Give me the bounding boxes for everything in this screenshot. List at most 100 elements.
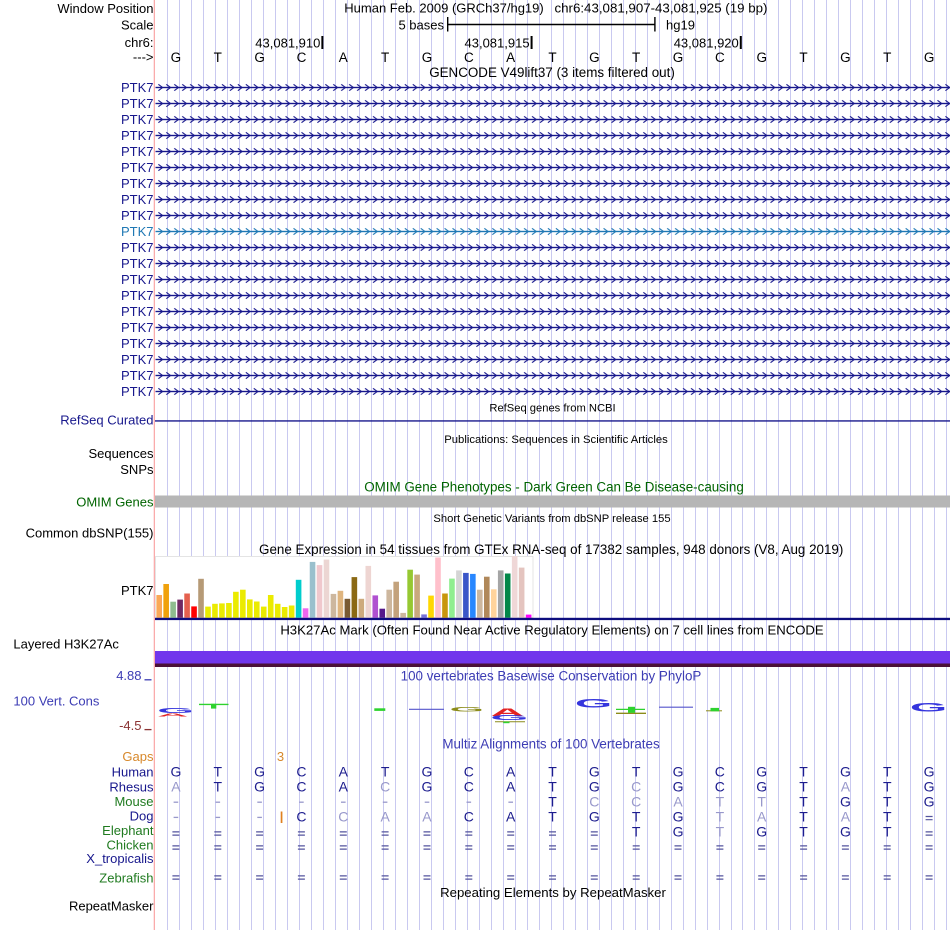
svg-text:Window Position: Window Position [57,1,153,16]
svg-text:A: A [422,808,432,824]
svg-text:5 bases: 5 bases [398,18,444,33]
svg-text:100 vertebrates Basewise Conse: 100 vertebrates Basewise Conservation by… [401,669,702,684]
svg-text:A: A [506,50,515,65]
svg-text:C: C [631,778,641,794]
svg-text:T: T [716,808,725,824]
svg-text:G: G [756,823,767,839]
svg-text:G: G [157,706,194,714]
svg-text:H3K27Ac Mark (Often Found Near: H3K27Ac Mark (Often Found Near Active Re… [280,623,824,638]
svg-text:Gene Expression in 54 tissues: Gene Expression in 54 tissues from GTEx … [259,542,843,557]
svg-text:T: T [799,778,808,794]
svg-text:T: T [883,793,892,809]
svg-text:T: T [799,50,807,65]
svg-text:T: T [757,793,766,809]
svg-text:PTK7: PTK7 [121,112,154,127]
svg-text:PTK7: PTK7 [121,208,154,223]
svg-text:T: T [632,823,641,839]
svg-text:PTK7: PTK7 [121,583,154,598]
svg-text:RepeatMasker: RepeatMasker [69,899,154,914]
svg-text:A: A [757,808,767,824]
svg-text:G: G [171,50,182,65]
svg-text:PTK7: PTK7 [121,352,154,367]
svg-text:G: G [422,778,433,794]
svg-text:G: G [756,778,767,794]
svg-text:X_tropicalis: X_tropicalis [86,851,154,866]
svg-text:C: C [296,778,306,794]
svg-text:T: T [632,763,641,779]
svg-text:Short Genetic Variants from db: Short Genetic Variants from dbSNP releas… [433,513,670,525]
svg-text:PTK7: PTK7 [121,96,154,111]
svg-text:Mouse: Mouse [114,794,153,809]
svg-text:PTK7: PTK7 [121,240,154,255]
svg-text:G: G [575,697,612,710]
svg-text:G: G [254,763,265,779]
svg-text:GENCODE V49lift37 (3 items fil: GENCODE V49lift37 (3 items filtered out) [429,65,675,80]
svg-text:T: T [799,793,808,809]
svg-text:43,081,910: 43,081,910 [255,36,320,51]
svg-text:PTK7: PTK7 [121,160,154,175]
svg-text:T: T [548,793,557,809]
svg-text:T: T [381,50,389,65]
svg-text:hg19: hg19 [666,17,695,32]
svg-text:PTK7: PTK7 [121,192,154,207]
svg-text:Dog: Dog [130,809,154,824]
svg-text:PTK7: PTK7 [121,336,154,351]
svg-text:Common dbSNP(155): Common dbSNP(155) [26,526,154,541]
svg-text:A: A [491,707,524,719]
svg-text:A: A [506,778,516,794]
svg-text:G: G [910,701,947,714]
svg-text:G: G [422,50,433,65]
svg-text:G: G [673,763,684,779]
svg-text:PTK7: PTK7 [121,368,154,383]
svg-text:RefSeq Curated: RefSeq Curated [60,413,153,428]
svg-text:A: A [506,763,516,779]
svg-text:Elephant: Elephant [102,823,154,838]
svg-text:A: A [171,778,181,794]
svg-text:T: T [214,50,222,65]
svg-text:PTK7: PTK7 [121,288,154,303]
svg-text:A: A [380,808,390,824]
svg-text:T: T [548,778,557,794]
svg-text:43,081,920: 43,081,920 [674,36,739,51]
svg-text:Gaps: Gaps [122,749,154,764]
svg-text:A: A [841,808,851,824]
svg-text:T: T [799,808,808,824]
svg-text:C: C [380,778,390,794]
svg-text:G: G [589,808,600,824]
svg-text:G: G [673,50,684,65]
svg-text:C: C [464,763,474,779]
svg-text:T: T [381,763,390,779]
svg-text:-4.5: -4.5 [119,718,141,733]
svg-text:G: G [589,50,600,65]
svg-text:Multiz Alignments of 100 Verte: Multiz Alignments of 100 Vertebrates [442,737,660,752]
svg-text:T: T [548,763,557,779]
svg-text:C: C [715,50,725,65]
svg-text:G: G [924,50,935,65]
svg-text:A: A [339,50,348,65]
svg-text:chr6:43,081,907-43,081,925 (19: chr6:43,081,907-43,081,925 (19 bp) [555,1,768,16]
svg-text:C: C [464,808,474,824]
svg-text:C: C [464,778,474,794]
svg-text:PTK7: PTK7 [121,384,154,399]
svg-text:A: A [841,778,851,794]
svg-text:Scale: Scale [121,17,154,32]
svg-text:43,081,915: 43,081,915 [465,36,530,51]
svg-text:Sequences: Sequences [88,446,154,461]
svg-text:PTK7: PTK7 [121,224,154,239]
svg-text:G: G [924,763,935,779]
svg-text:Chicken: Chicken [107,837,154,852]
svg-text:OMIM Gene Phenotypes - Dark Gr: OMIM Gene Phenotypes - Dark Green Can Be… [364,480,744,495]
svg-text:C: C [296,808,306,824]
svg-text:G: G [756,50,767,65]
svg-text:T: T [548,50,556,65]
svg-text:G: G [840,823,851,839]
svg-text:T: T [716,823,725,839]
svg-text:RefSeq genes from NCBI: RefSeq genes from NCBI [489,403,615,415]
svg-text:Human: Human [112,764,154,779]
svg-text:G: G [673,823,684,839]
svg-text:100 Vert. Cons: 100 Vert. Cons [13,693,99,708]
svg-text:3: 3 [277,749,284,764]
svg-text:C: C [715,778,725,794]
svg-text:PTK7: PTK7 [121,304,154,319]
svg-text:4.88: 4.88 [116,668,141,683]
